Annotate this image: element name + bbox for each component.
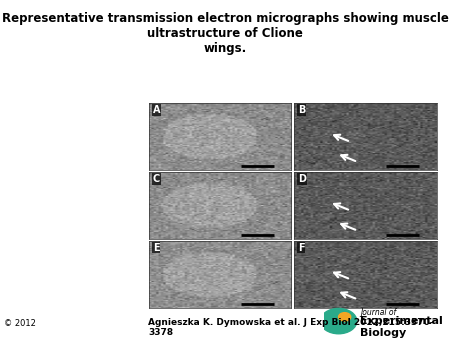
Text: B: B xyxy=(298,105,305,115)
Text: A: A xyxy=(153,105,160,115)
Circle shape xyxy=(320,308,357,334)
Text: Experimental: Experimental xyxy=(360,316,443,326)
Circle shape xyxy=(338,313,351,321)
Text: F: F xyxy=(298,243,305,252)
Text: C: C xyxy=(153,174,160,184)
Text: E: E xyxy=(153,243,159,252)
Text: Representative transmission electron micrographs showing muscle ultrastructure o: Representative transmission electron mic… xyxy=(1,12,449,55)
Text: © 2012: © 2012 xyxy=(4,319,36,328)
Text: Agnieszka K. Dymowska et al. J Exp Biol 2012;215:3370-
3378: Agnieszka K. Dymowska et al. J Exp Biol … xyxy=(148,318,434,337)
Text: Journal of: Journal of xyxy=(360,308,396,317)
Text: D: D xyxy=(298,174,306,184)
Text: Biology: Biology xyxy=(360,328,407,338)
